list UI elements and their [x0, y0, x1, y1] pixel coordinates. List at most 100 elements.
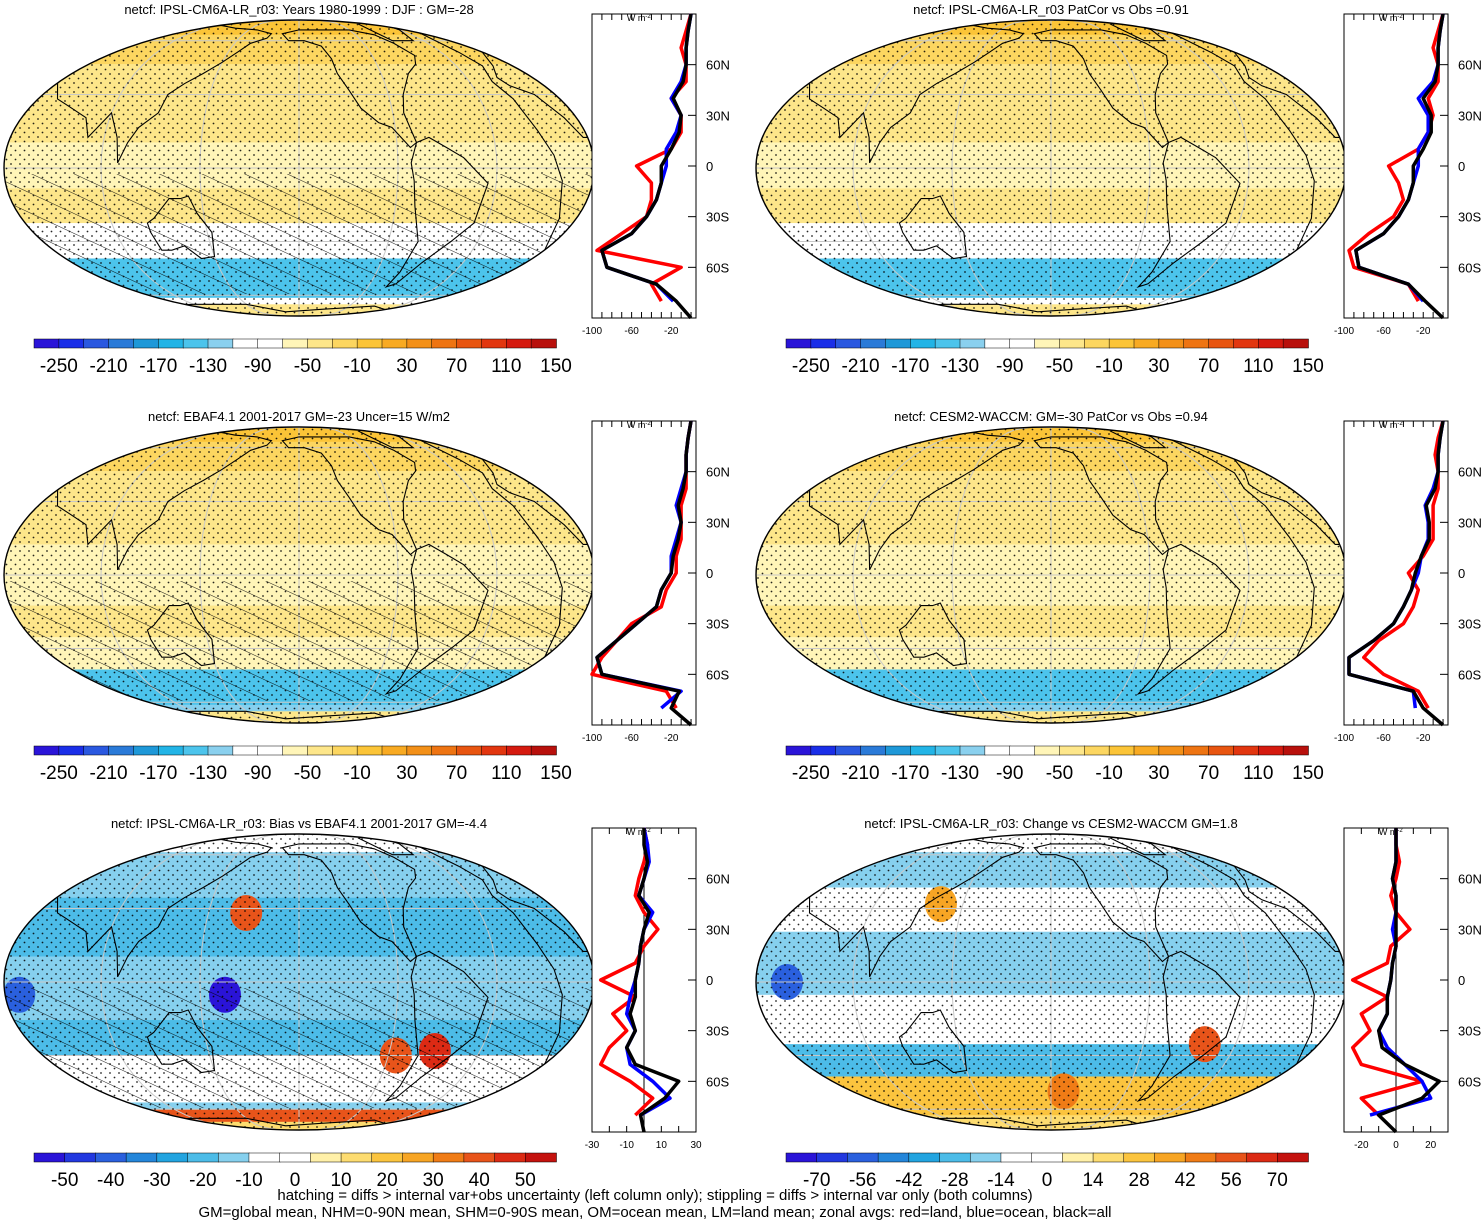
colorbar-swatch	[381, 338, 408, 349]
colorbar-swatch	[785, 1152, 818, 1163]
colorbar-swatch	[431, 745, 458, 756]
colorbar-swatch	[125, 1152, 158, 1163]
zonal-y-tick-label: 60N	[1458, 872, 1482, 887]
colorbar-tick-label: 30	[1148, 356, 1169, 377]
colorbar-tick-label: -10	[235, 1170, 262, 1191]
colorbar-swatch	[371, 1152, 404, 1163]
colorbar-swatch	[207, 338, 234, 349]
colorbar-tick-label: 14	[1082, 1170, 1104, 1191]
colorbar-swatch	[402, 1152, 434, 1163]
zonal-y-tick-label: 0	[1458, 566, 1465, 581]
panel-2: netcf: IPSL-CM6A-LR_r03 PatCor vs Obs =0…	[755, 2, 1482, 377]
colorbar-tick-label: -250	[40, 356, 78, 377]
zonal-series-land	[598, 827, 660, 1117]
map-field	[756, 427, 1346, 723]
colorbar-swatch	[885, 338, 912, 349]
colorbar-swatch	[1059, 745, 1086, 756]
coastline	[1162, 841, 1346, 1065]
colorbar-swatch	[83, 338, 110, 349]
colorbar-tick-label: -130	[941, 356, 979, 377]
zonal-y-tick-label: 60N	[1458, 465, 1482, 480]
colorbar-tick-label: -42	[895, 1170, 922, 1191]
zonal-x-tick-label: -10	[619, 1140, 634, 1151]
hatching	[4, 988, 594, 1108]
colorbar-swatch	[910, 338, 936, 349]
zonal-y-tick-label: 0	[1458, 159, 1465, 174]
colorbar-swatch	[1108, 338, 1135, 349]
colorbar-swatch	[1246, 1152, 1279, 1163]
colorbar-swatch	[182, 745, 209, 756]
colorbar-tick-label: 70	[446, 763, 467, 784]
zonal-y-tick-label: 60S	[706, 1074, 729, 1089]
zonal-x-tick-label: -60	[624, 733, 639, 744]
colorbar-swatch	[1009, 338, 1036, 349]
colorbar-tick-label: -70	[803, 1170, 830, 1191]
coastline	[281, 29, 418, 149]
colorbar-tick-label: 110	[491, 356, 521, 377]
colorbar-tick-label: 70	[1267, 1170, 1288, 1191]
zonal-y-tick-label: 60N	[706, 58, 730, 73]
colorbar-swatch	[307, 338, 334, 349]
zonal-x-tick-label: -60	[1376, 733, 1391, 744]
coastline	[56, 431, 273, 571]
colorbar-tick-label: -210	[842, 763, 880, 784]
zonal-y-tick-label: 30N	[706, 922, 730, 937]
colorbar-swatch	[481, 338, 508, 349]
colorbar-swatch	[83, 745, 110, 756]
colorbar-swatch	[785, 338, 812, 349]
zonal-mean-plot: -100 -60 -20 W m-2 60N 30N 0 30S 60S	[582, 13, 730, 337]
coastline	[1136, 543, 1241, 696]
colorbar-swatch	[908, 1152, 941, 1163]
colorbar-swatch	[1282, 745, 1309, 756]
coastline	[146, 195, 216, 260]
coastline	[146, 602, 216, 667]
colorbar-tick-label: 30	[1148, 763, 1169, 784]
coastline	[281, 436, 418, 556]
stippling	[756, 20, 1346, 316]
colorbar-swatch	[33, 1152, 66, 1163]
colorbar-tick-label: -170	[139, 763, 177, 784]
coastline	[384, 543, 489, 696]
zonal-y-tick-label: 60S	[1458, 667, 1481, 682]
colorbar-tick-label: -50	[51, 1170, 78, 1191]
colorbar-swatch	[959, 338, 986, 349]
zonal-y-tick-label: 60S	[706, 667, 729, 682]
colorbar-tick-label: 30	[396, 356, 417, 377]
zonal-x-tick-label: -100	[582, 326, 602, 337]
zonal-frame	[591, 13, 697, 319]
colorbar-tick-label: 110	[1243, 763, 1273, 784]
coastline	[384, 136, 489, 289]
colorbar-swatch	[33, 338, 60, 349]
colorbar-swatch	[1184, 1152, 1217, 1163]
colorbar-swatch	[1000, 1152, 1033, 1163]
zonal-x-tick-label: 20	[1425, 1140, 1437, 1151]
colorbar: -250 -210 -170 -130 -90 -50 -10 30 70 110 150	[33, 745, 572, 784]
colorbar-swatch	[1277, 1152, 1309, 1163]
colorbar-tick-label: -28	[941, 1170, 968, 1191]
colorbar-tick-label: 56	[1221, 1170, 1242, 1191]
zonal-y-tick-label: 30S	[706, 617, 729, 632]
map-field	[756, 20, 1346, 316]
zonal-y-tick-label: 30S	[706, 1024, 729, 1039]
colorbar-tick-label: -56	[849, 1170, 876, 1191]
colorbar-swatch	[810, 745, 837, 756]
colorbar-swatch	[64, 1152, 97, 1163]
colorbar-swatch	[381, 745, 408, 756]
coastline	[56, 24, 273, 164]
colorbar-swatch	[530, 745, 557, 756]
colorbar-swatch	[217, 1152, 250, 1163]
zonal-series-all	[600, 13, 693, 320]
coastline	[1162, 434, 1346, 658]
colorbar-swatch	[58, 745, 85, 756]
colorbar-swatch	[910, 745, 936, 756]
colorbar-swatch	[934, 338, 961, 349]
colorbar-tick-label: 30	[423, 1170, 444, 1191]
colorbar-swatch	[1208, 745, 1235, 756]
zonal-y-tick-label: 60S	[1458, 1074, 1481, 1089]
map-title: netcf: IPSL-CM6A-LR_r03 PatCor vs Obs =0…	[913, 2, 1189, 17]
colorbar-swatch	[108, 745, 135, 756]
figure-caption: hatching = diffs > internal var+obs unce…	[0, 1187, 1310, 1221]
colorbar-swatch	[33, 745, 60, 756]
zonal-frame	[1343, 420, 1449, 726]
colorbar-swatch	[1208, 338, 1235, 349]
